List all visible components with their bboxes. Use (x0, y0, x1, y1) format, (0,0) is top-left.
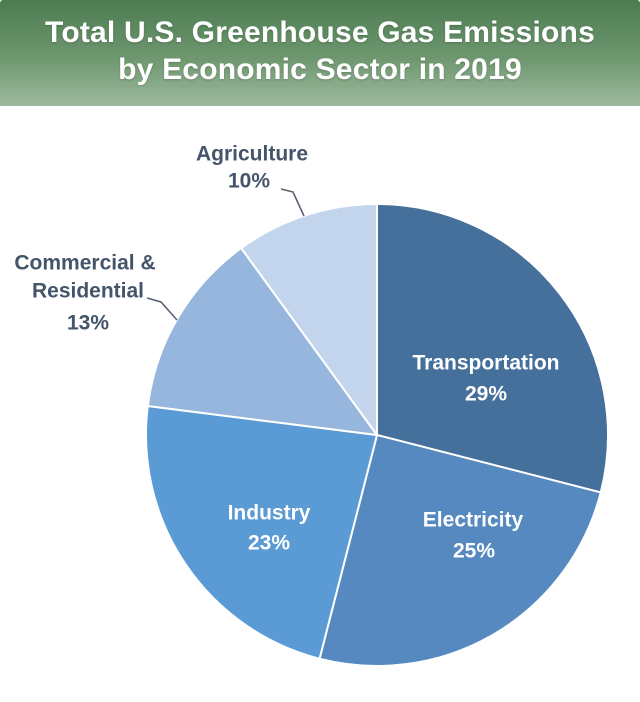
chart-title-line-2: by Economic Sector in 2019 (118, 53, 522, 86)
pie-slice-transportation (376, 203, 609, 494)
slice-label-commercial-residential-line-2: Residential (32, 280, 144, 303)
slice-label-agriculture-line-2: 10% (228, 170, 270, 193)
slice-label-commercial-residential-line-1: Commercial & (14, 252, 155, 275)
pie-slice-electricity (318, 434, 602, 667)
pie-slice-agriculture (240, 203, 378, 436)
chart-title-banner: Total U.S. Greenhouse Gas Emissions by E… (0, 0, 640, 106)
pie-slice-industry (145, 405, 378, 660)
chart-title-line-1: Total U.S. Greenhouse Gas Emissions (45, 16, 595, 49)
pie-slice-commercial-residential (146, 247, 378, 436)
leader-line-commercial-residential (146, 297, 178, 321)
slice-label-commercial-residential-line-3: 13% (67, 312, 109, 335)
slice-label-industry-line-2: 23% (248, 532, 290, 555)
slice-label-electricity-line-2: 25% (453, 540, 495, 563)
slice-label-electricity-line-1: Electricity (423, 509, 524, 532)
slice-label-transportation-line-2: 29% (465, 383, 507, 406)
slice-label-industry-line-1: Industry (228, 502, 311, 525)
slice-label-agriculture-line-1: Agriculture (196, 143, 308, 166)
leader-line-agriculture (280, 188, 305, 217)
slice-label-transportation-line-1: Transportation (412, 352, 559, 375)
